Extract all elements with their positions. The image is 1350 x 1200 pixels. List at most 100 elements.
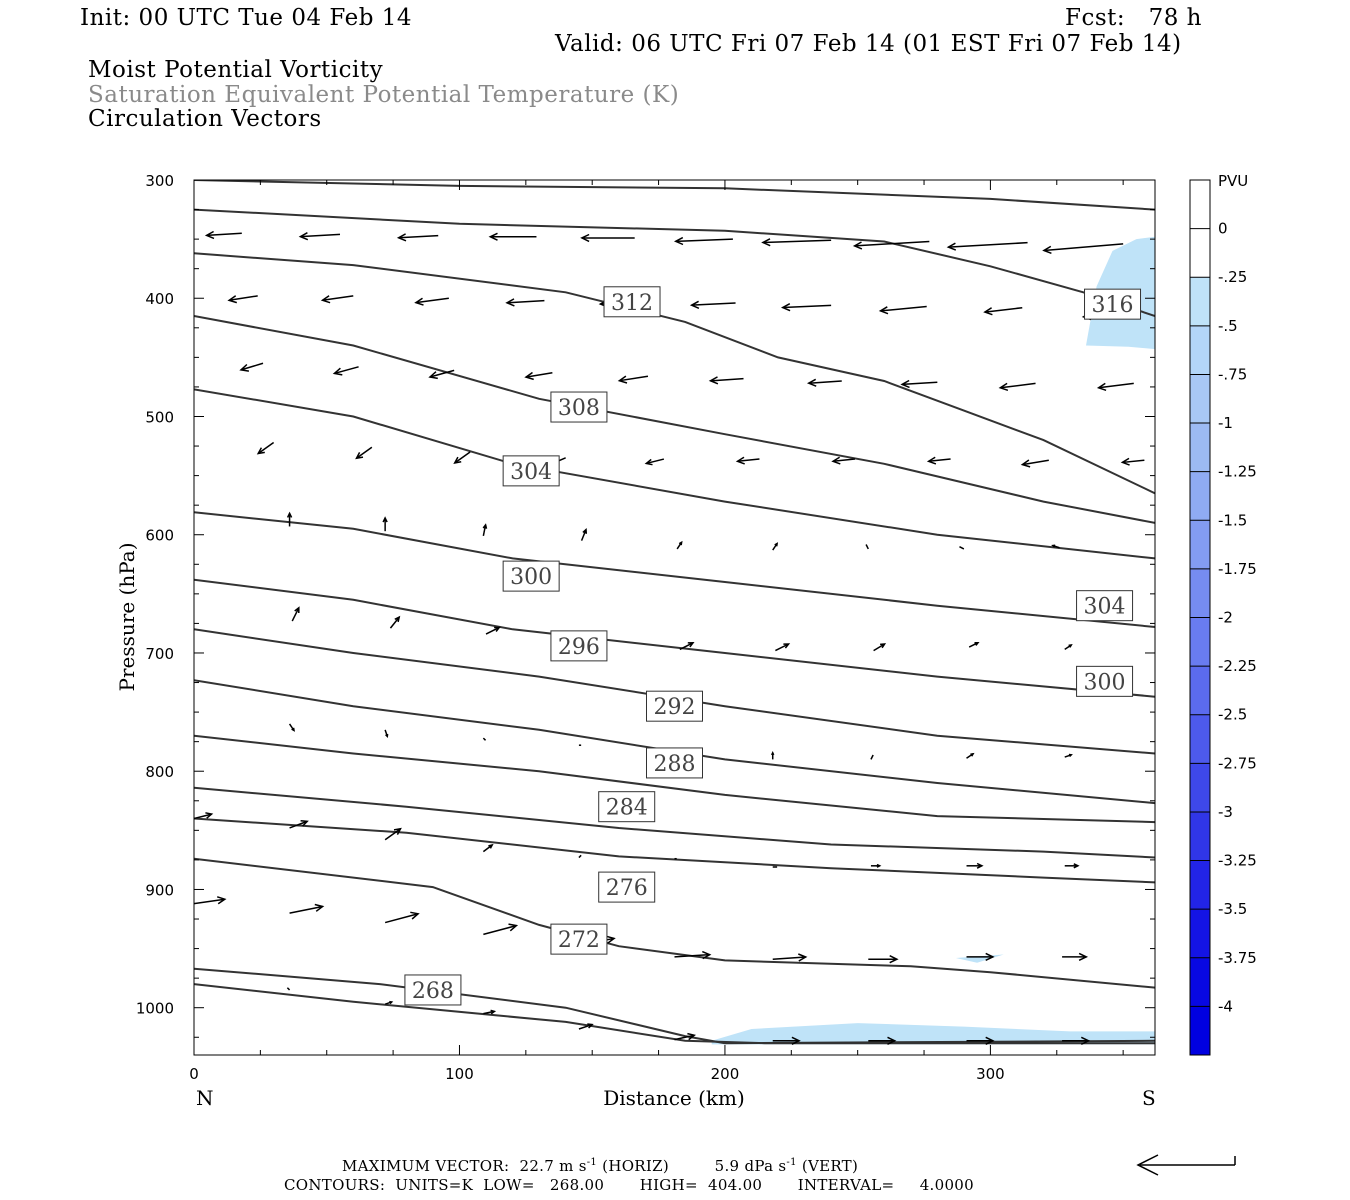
vector-arrow (926, 456, 951, 465)
vector-arrow (946, 241, 1028, 251)
vector-arrow (761, 238, 832, 247)
vector-arrow (966, 1036, 995, 1045)
vector-arrow (865, 544, 869, 550)
colorbar-label: 0 (1218, 220, 1228, 238)
colorbar-label: -3.75 (1218, 949, 1257, 967)
vector-arrow (1020, 459, 1049, 468)
vector-arrow (482, 843, 494, 853)
contour-label: 300 (502, 560, 560, 592)
vector-arrow (1064, 863, 1080, 869)
contour-line (194, 734, 1155, 824)
vector-arrow (983, 306, 1023, 316)
svg-text:316: 316 (1092, 293, 1134, 318)
vector-arrow (772, 1036, 801, 1045)
svg-text:288: 288 (654, 752, 696, 777)
y-tick-label: 800 (145, 763, 174, 781)
colorbar-swatch (1190, 471, 1210, 521)
colorbar-label: -4 (1218, 997, 1233, 1015)
pv-colorbar: PVU 0 -.25 -.5 -.75 -1 -1.25 -1.5 -1.75 -2 -2.25 -2… (1189, 172, 1257, 1056)
vector-arrow (775, 643, 791, 652)
circulation-vectors (194, 230, 1145, 1045)
vector-arrow (1064, 644, 1073, 651)
vector-arrow (708, 376, 744, 385)
colorbar-swatch (1190, 180, 1210, 230)
vector-arrow (320, 295, 354, 304)
colorbar-label: -3.25 (1218, 852, 1257, 870)
vector-arrow (227, 295, 258, 304)
colorbar-units: PVU (1218, 172, 1248, 190)
vector-arrow (806, 378, 842, 387)
contour-line (194, 983, 1155, 1045)
vector-arrow (870, 754, 874, 760)
vector-arrow (286, 987, 291, 991)
max-horiz-value: 22.7 m s (519, 1157, 587, 1175)
colorbar-label: -2.5 (1218, 706, 1247, 724)
vector-arrow (332, 366, 359, 376)
vector-arrow (382, 516, 388, 532)
max-vert-exponent: -1 (786, 1157, 797, 1168)
colorbar-swatch (1190, 520, 1210, 570)
contour-line (194, 628, 1155, 755)
max-vector-arrow-icon (1136, 1154, 1236, 1176)
vector-arrow (488, 232, 537, 241)
contour-line (194, 180, 1155, 211)
colorbar-swatch (1190, 763, 1210, 813)
vector-arrow (689, 300, 736, 309)
svg-text:304: 304 (510, 460, 552, 485)
vector-arrow (873, 643, 887, 652)
axes: 300 400 500 600 700 800 900 1000 0 100 200 300 Dista… (115, 172, 1156, 1110)
vector-arrow (355, 446, 373, 460)
contour-label: 272 (550, 923, 608, 955)
vector-arrow (1096, 382, 1134, 392)
vector-arrow (453, 451, 471, 465)
y-tick-label: 600 (145, 527, 174, 545)
colorbar-swatch (1190, 277, 1210, 327)
colorbar-swatch (1190, 374, 1210, 424)
vector-arrow (482, 523, 488, 537)
vector-arrow (673, 236, 733, 246)
contour-line (194, 388, 1155, 560)
vector-arrow (204, 230, 242, 240)
contour-label: 308 (550, 391, 608, 423)
vector-arrow (483, 923, 519, 936)
contour-label: 284 (598, 791, 656, 823)
colorbar-swatch (1190, 811, 1210, 862)
colorbar-label: -2.75 (1218, 754, 1257, 772)
vector-arrow (389, 615, 401, 629)
colorbar-swatch (1190, 1006, 1210, 1056)
colorbar-swatch (1190, 423, 1210, 473)
max-vector-line: MAXIMUM VECTOR: 22.7 m s-1 (HORIZ) 5.9 d… (342, 1157, 858, 1175)
vector-arrow (1051, 544, 1060, 549)
x-axis-title: Distance (km) (603, 1086, 745, 1110)
colorbar-label: -.5 (1218, 317, 1238, 335)
y-tick-label: 700 (145, 645, 174, 663)
colorbar-swatch (1190, 860, 1210, 910)
x-tick-label: 0 (189, 1065, 199, 1083)
vector-arrow (644, 458, 665, 466)
svg-text:296: 296 (558, 635, 600, 660)
y-tick-label: 400 (145, 290, 174, 308)
colorbar-swatch (1190, 666, 1210, 716)
valid-time: Valid: 06 UTC Fri 07 Feb 14 (01 EST Fri … (555, 31, 1182, 57)
colorbar-label: -2 (1218, 609, 1233, 627)
contour-line (194, 857, 1155, 989)
vector-arrow (966, 752, 975, 759)
x-tick-label: 200 (711, 1065, 740, 1083)
vector-arrow (679, 642, 695, 651)
vector-arrow (428, 369, 455, 380)
contour-line (194, 786, 1155, 859)
vector-arrow (676, 540, 683, 550)
field-title-mpv: Moist Potential Vorticity (88, 57, 384, 83)
field-title-vectors: Circulation Vectors (88, 106, 322, 132)
vector-arrow (483, 1009, 497, 1015)
contour-label: 292 (646, 690, 703, 722)
contour-label: 288 (646, 747, 703, 779)
colorbar-swatch (1190, 617, 1210, 667)
svg-text:304: 304 (1084, 595, 1126, 620)
vector-arrow (780, 303, 832, 312)
vector-arrow (524, 371, 553, 381)
vector-arrow (396, 233, 439, 242)
vector-arrow (288, 723, 295, 732)
mpv-area (711, 1023, 1155, 1045)
y-axis-title: Pressure (hPa) (115, 543, 139, 692)
